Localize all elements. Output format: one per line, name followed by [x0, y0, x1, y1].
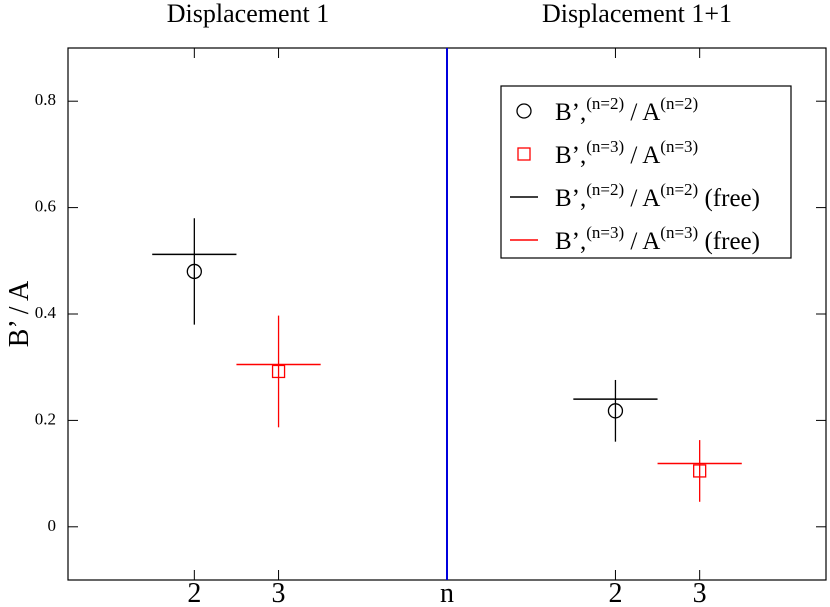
panel-title: Displacement 1+1	[542, 0, 732, 28]
legend-label: B’,(n=2) / A(n=2) (free)	[555, 180, 760, 212]
x-tick-label: 3	[272, 578, 286, 607]
y-tick-label: 0.4	[35, 303, 57, 322]
y-tick-label: 0.8	[35, 90, 56, 109]
legend-label: B’,(n=2) / A(n=2)	[555, 94, 698, 126]
marker-circle	[607, 403, 624, 419]
y-tick-label: 0	[48, 516, 57, 535]
x-tick-label: 2	[187, 578, 201, 607]
legend-marker	[517, 147, 531, 161]
panel-title: Displacement 1	[167, 0, 329, 28]
legend-label: B’,(n=3) / A(n=3)	[555, 137, 698, 169]
legend-box	[500, 85, 792, 259]
y-tick-label: 0.2	[35, 409, 56, 428]
legend-marker	[516, 103, 532, 119]
x-tick-label: 3	[693, 578, 707, 607]
marker-circle	[186, 263, 202, 280]
legend-label: B’,(n=3) / A(n=3) (free)	[555, 223, 760, 255]
x-tick-label: n	[440, 578, 454, 607]
marker-square	[271, 364, 286, 379]
y-tick-label: 0.6	[35, 197, 56, 216]
y-axis-label: B’ / A	[4, 280, 35, 347]
marker-square	[693, 464, 707, 478]
x-tick-label: 2	[608, 578, 622, 607]
